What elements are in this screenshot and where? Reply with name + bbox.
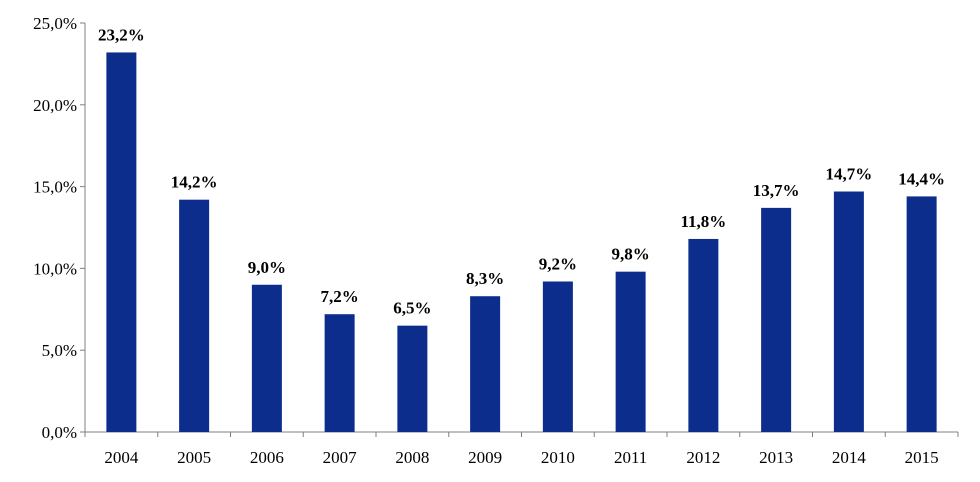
x-tick-label: 2009 — [468, 448, 502, 467]
y-tick-label: 10,0% — [33, 259, 77, 278]
y-tick-label: 25,0% — [33, 14, 77, 33]
data-label: 7,2% — [321, 287, 359, 306]
data-label: 14,2% — [171, 173, 218, 192]
bar-2013 — [761, 207, 792, 432]
data-label: 13,7% — [753, 181, 800, 200]
x-tick-label: 2005 — [177, 448, 211, 467]
bar-2011 — [615, 271, 646, 432]
x-tick-label: 2015 — [905, 448, 939, 467]
x-tick-label: 2013 — [759, 448, 793, 467]
data-label: 9,2% — [539, 254, 577, 273]
data-label: 9,8% — [612, 245, 650, 264]
y-tick-label: 15,0% — [33, 178, 77, 197]
bar-2007 — [324, 314, 355, 432]
x-tick-label: 2014 — [832, 448, 867, 467]
bar-2008 — [397, 325, 428, 432]
data-label: 11,8% — [680, 212, 726, 231]
y-tick-label: 20,0% — [33, 96, 77, 115]
x-tick-label: 2006 — [250, 448, 284, 467]
bar-2004 — [106, 52, 137, 433]
data-label: 14,7% — [826, 165, 873, 184]
y-tick-label: 0,0% — [42, 423, 77, 442]
data-label: 8,3% — [466, 269, 504, 288]
x-tick-label: 2012 — [686, 448, 720, 467]
x-tick-label: 2007 — [323, 448, 358, 467]
bar-2006 — [251, 284, 282, 432]
y-tick-label: 5,0% — [42, 341, 77, 360]
data-label: 23,2% — [98, 25, 145, 44]
bar-2015 — [906, 196, 937, 432]
axes: 0,0% 5,0% 10,0% 15,0% 20,0% 25,0% 2004 2005 2006… — [33, 14, 959, 467]
bar-2014 — [833, 191, 864, 432]
x-tick-label: 2010 — [541, 448, 575, 467]
x-tick-label: 2011 — [614, 448, 647, 467]
bar-2005 — [179, 199, 210, 432]
bar-2010 — [542, 281, 573, 432]
bar-2009 — [470, 296, 501, 432]
x-tick-label: 2008 — [395, 448, 429, 467]
data-labels-group: 23,2% 14,2% 9,0% 7,2% 6,5% 8,3% 9,2% 9,8% 11,8% 1… — [98, 25, 945, 317]
x-tick-label: 2004 — [104, 448, 139, 467]
bars-group — [106, 52, 937, 433]
data-label: 14,4% — [898, 169, 945, 188]
data-label: 6,5% — [393, 299, 431, 318]
bar-2012 — [688, 238, 719, 432]
data-label: 9,0% — [248, 258, 286, 277]
